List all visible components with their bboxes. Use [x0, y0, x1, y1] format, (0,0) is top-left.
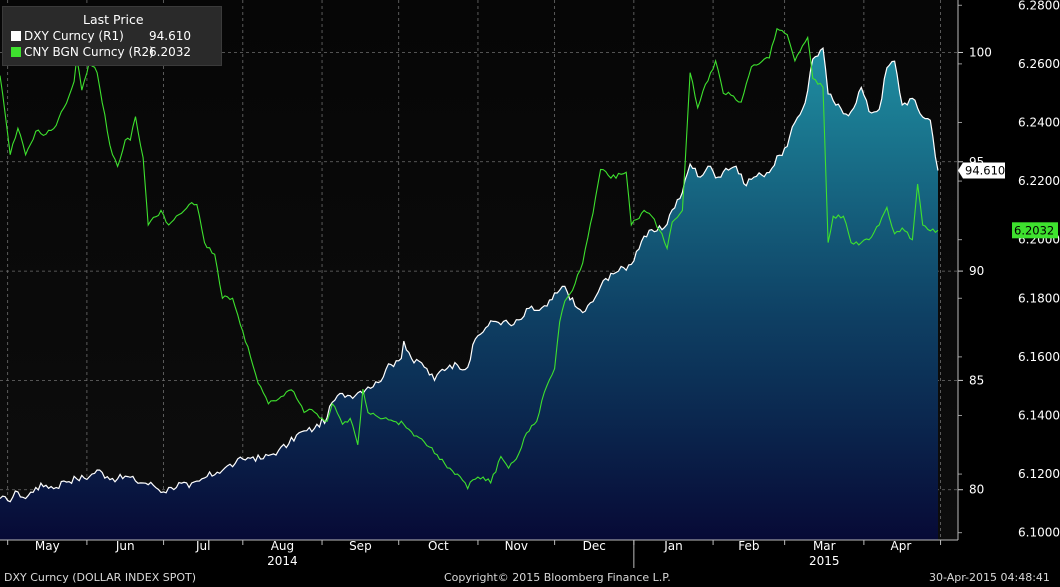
r1-tick-label: 100 — [969, 45, 992, 59]
copyright-notice: Copyright© 2015 Bloomberg Finance L.P. — [444, 571, 671, 584]
r2-tick-label: 6.1400 — [1018, 408, 1060, 422]
x-tick-label: Jan — [663, 539, 683, 553]
year-label: 2015 — [809, 554, 840, 568]
security-description: DXY Curncy (DOLLAR INDEX SPOT) — [4, 571, 197, 584]
axes — [0, 0, 963, 568]
x-tick-label: Nov — [505, 539, 528, 553]
cny-last-value-tag — [1012, 222, 1058, 239]
r2-tick-label: 6.1000 — [1018, 526, 1060, 540]
dxy-area — [0, 48, 938, 540]
r2-tick-label: 6.2800 — [1018, 0, 1060, 12]
legend-series-name: DXY Curncy (R1) — [24, 29, 124, 43]
cny-line — [0, 27, 939, 491]
dxy-line — [0, 46, 939, 503]
x-tick-label: Oct — [428, 539, 449, 553]
r1-tick-label: 85 — [969, 373, 984, 387]
x-tick-label: Aug — [271, 539, 294, 553]
x-tick-label: Jul — [195, 539, 210, 553]
x-tick-label: Feb — [738, 539, 759, 553]
year-label: 2014 — [267, 554, 298, 568]
r2-tick-label: 6.2600 — [1018, 57, 1060, 71]
r2-tick-label: 6.1200 — [1018, 467, 1060, 481]
dxy-last-value: 94.610 — [965, 164, 1005, 178]
r1-tick-label: 80 — [969, 483, 984, 497]
r2-tick-label: 6.2200 — [1018, 174, 1060, 188]
cny-last-value: 6.2032 — [1014, 223, 1054, 237]
legend: Last Price DXY Curncy (R1) 94.610 CNY BGN… — [2, 6, 222, 66]
legend-swatch-cny — [11, 47, 21, 57]
legend-series-name: CNY BGN Curncy (R2) — [24, 45, 154, 59]
x-tick-label: Apr — [891, 539, 912, 553]
r2-tick-label: 6.1600 — [1018, 350, 1060, 364]
timestamp: 30-Apr-2015 04:48:41 — [929, 571, 1050, 584]
legend-swatch-dxy — [11, 31, 21, 41]
r1-tick-label: 90 — [969, 264, 984, 278]
x-tick-label: May — [35, 539, 60, 553]
last-value-tags: 94.610 6.2032 — [958, 162, 1058, 239]
dxy-last-value-tag — [958, 162, 1005, 179]
legend-header: Last Price — [83, 12, 144, 27]
legend-series-value: 94.610 — [149, 29, 191, 43]
x-tick-label: Dec — [583, 539, 606, 553]
x-tick-label: Sep — [349, 539, 372, 553]
x-tick-label: Mar — [813, 539, 836, 553]
legend-series-value: 6.2032 — [149, 45, 191, 59]
x-tick-label: Jun — [115, 539, 135, 553]
r2-tick-label: 6.1800 — [1018, 291, 1060, 305]
legend-row-dxy: DXY Curncy (R1) 94.610 — [11, 29, 191, 43]
legend-row-cny: CNY BGN Curncy (R2)6.2032 — [11, 45, 191, 59]
r2-tick-label: 6.2400 — [1018, 115, 1060, 129]
